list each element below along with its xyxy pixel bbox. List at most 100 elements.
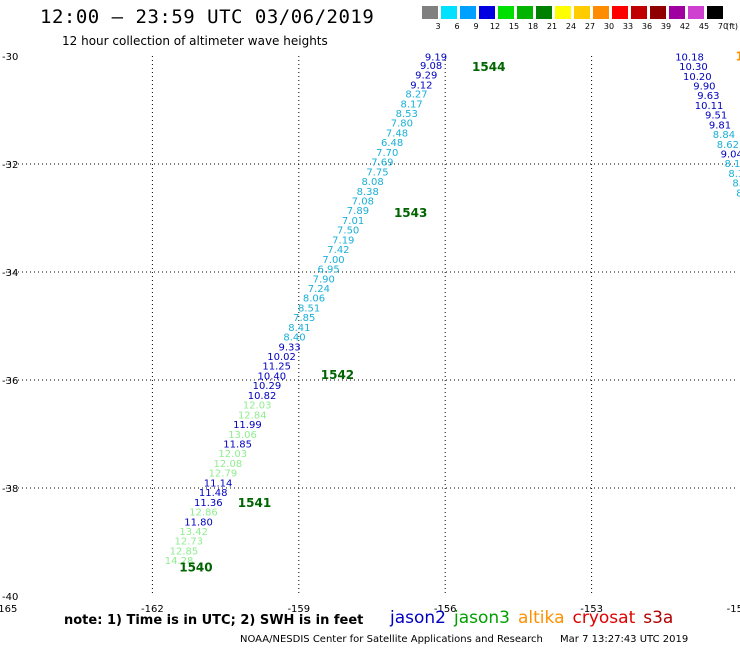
colorbar-swatch	[479, 6, 495, 19]
colorbar-swatch	[422, 6, 438, 19]
colorbar-swatch	[650, 6, 666, 19]
wave-height-value: 11.99	[233, 420, 262, 431]
wave-height-value: 11.80	[184, 517, 213, 528]
wave-height-value: 13.06	[228, 430, 257, 441]
wave-height-value: 9.04	[721, 150, 740, 161]
credit-line: NOAA/NESDIS Center for Satellite Applica…	[240, 634, 688, 645]
pass-number-label: 1524	[736, 49, 740, 63]
colorbar-swatch	[498, 6, 514, 19]
wave-height-value: 7.70	[376, 148, 398, 159]
colorbar-swatch	[555, 6, 571, 19]
wave-height-value: 12.86	[189, 508, 218, 519]
wave-height-value: 6.95	[318, 265, 340, 276]
wave-height-value: 7.48	[386, 128, 408, 139]
timestamp: Mar 7 13:27:43 UTC 2019	[560, 634, 689, 645]
y-tick-label: -36	[2, 376, 18, 387]
satellite-s3a: s3a	[643, 608, 674, 628]
pass-number-label: 1542	[321, 368, 354, 382]
colorbar-label: 3	[435, 22, 441, 31]
colorbar-unit: (ft)	[725, 22, 739, 31]
wave-height-value: 8.62	[717, 140, 739, 151]
x-tick-label: -159	[287, 604, 310, 615]
wave-height-value: 11.85	[223, 440, 252, 451]
wave-height-value: 7.19	[332, 235, 354, 246]
wave-height-value: 12.03	[218, 449, 247, 460]
wave-height-value: 10.40	[257, 371, 286, 382]
y-tick-label: -32	[2, 160, 18, 171]
wave-height-value: 7.08	[352, 197, 374, 208]
colorbar-label: 33	[622, 22, 634, 31]
wave-height-value: 8.84	[713, 130, 735, 141]
colorbar-swatch	[517, 6, 533, 19]
pass-number-label: 1540	[179, 561, 212, 575]
wave-height-value: 12.73	[175, 537, 204, 548]
wave-height-value: 8.27	[405, 90, 427, 101]
wave-height-value: 10.20	[683, 72, 712, 83]
wave-height-value: 11.25	[262, 362, 291, 373]
colorbar-swatch	[593, 6, 609, 19]
wave-height-value: 9.33	[278, 342, 300, 353]
colorbar-swatch	[688, 6, 704, 19]
colorbar-label: 70	[717, 22, 729, 31]
satellite-altika: altika	[518, 608, 565, 628]
pass-number-label: 1543	[394, 206, 427, 220]
wave-height-value: 7.89	[347, 206, 369, 217]
wave-height-value: 13.42	[179, 527, 208, 538]
wave-height-value: 10.30	[679, 62, 708, 73]
wave-height-value: 7.80	[391, 119, 413, 130]
wave-height-value: 10.29	[253, 381, 282, 392]
wave-height-value: 7.42	[327, 245, 349, 256]
colorbar-label: 39	[660, 22, 672, 31]
y-tick-label: -40	[2, 592, 18, 603]
page-subtitle: 12 hour collection of altimeter wave hei…	[62, 34, 328, 48]
colorbar-label: 21	[546, 22, 558, 31]
wave-height-value: 7.90	[313, 274, 335, 285]
satellite-legend: jason2 jason3 altika cryosat s3a	[390, 608, 681, 628]
wave-height-value: 8.53	[396, 109, 418, 120]
colorbar-swatch	[574, 6, 590, 19]
wave-height-value: 11.48	[199, 488, 228, 499]
colorbar-label: 42	[679, 22, 691, 31]
colorbar-label: 36	[641, 22, 653, 31]
wave-height-value: 8.41	[288, 323, 310, 334]
wave-height-value: 10.02	[267, 352, 296, 363]
x-tick-label: -165	[0, 604, 17, 615]
wave-height-value: 10.11	[695, 101, 724, 112]
wave-height-value: 7.00	[322, 255, 344, 266]
wave-height-value: 7.75	[366, 167, 388, 178]
y-tick-label: -30	[2, 52, 18, 63]
wave-height-value: 8.36	[728, 169, 740, 180]
colorbar-label: 24	[565, 22, 577, 31]
colorbar-swatch	[441, 6, 457, 19]
wave-height-value: 12.08	[214, 459, 243, 470]
wave-height-value: 14.28	[165, 556, 194, 567]
wave-height-value: 7.01	[342, 216, 364, 227]
wave-height-value: 8.38	[357, 187, 379, 198]
wave-height-value: 11.14	[204, 478, 233, 489]
wave-height-value: 9.51	[705, 111, 727, 122]
x-tick-label: -153	[580, 604, 603, 615]
wave-height-value: 10.18	[675, 52, 704, 63]
wave-height-value: 8.51	[732, 179, 740, 190]
wave-height-value: 9.08	[420, 61, 442, 72]
wave-height-value: 8.05	[736, 188, 740, 199]
x-tick-label: -162	[141, 604, 164, 615]
satellite-jason3: jason3	[454, 608, 510, 628]
wave-height-value: 11.36	[194, 498, 223, 509]
wave-height-value: 8.40	[283, 333, 305, 344]
wave-height-value: 12.79	[209, 469, 238, 480]
colorbar-label: 27	[584, 22, 596, 31]
wave-height-value: 9.63	[697, 91, 719, 102]
wave-height-value: 12.85	[170, 546, 199, 557]
colorbar-swatch	[631, 6, 647, 19]
pass-number-label: 1541	[238, 496, 271, 510]
wave-height-value: 8.17	[400, 99, 422, 110]
wave-height-value: 7.85	[293, 313, 315, 324]
footer-note: note: 1) Time is in UTC; 2) SWH is in fe…	[64, 613, 364, 628]
colorbar-swatch	[707, 6, 723, 19]
wave-height-value: 8.08	[361, 177, 383, 188]
colorbar-label: 6	[454, 22, 460, 31]
wave-height-value: 10.82	[248, 391, 277, 402]
colorbar-label: 18	[527, 22, 539, 31]
colorbar-label: 12	[489, 22, 501, 31]
